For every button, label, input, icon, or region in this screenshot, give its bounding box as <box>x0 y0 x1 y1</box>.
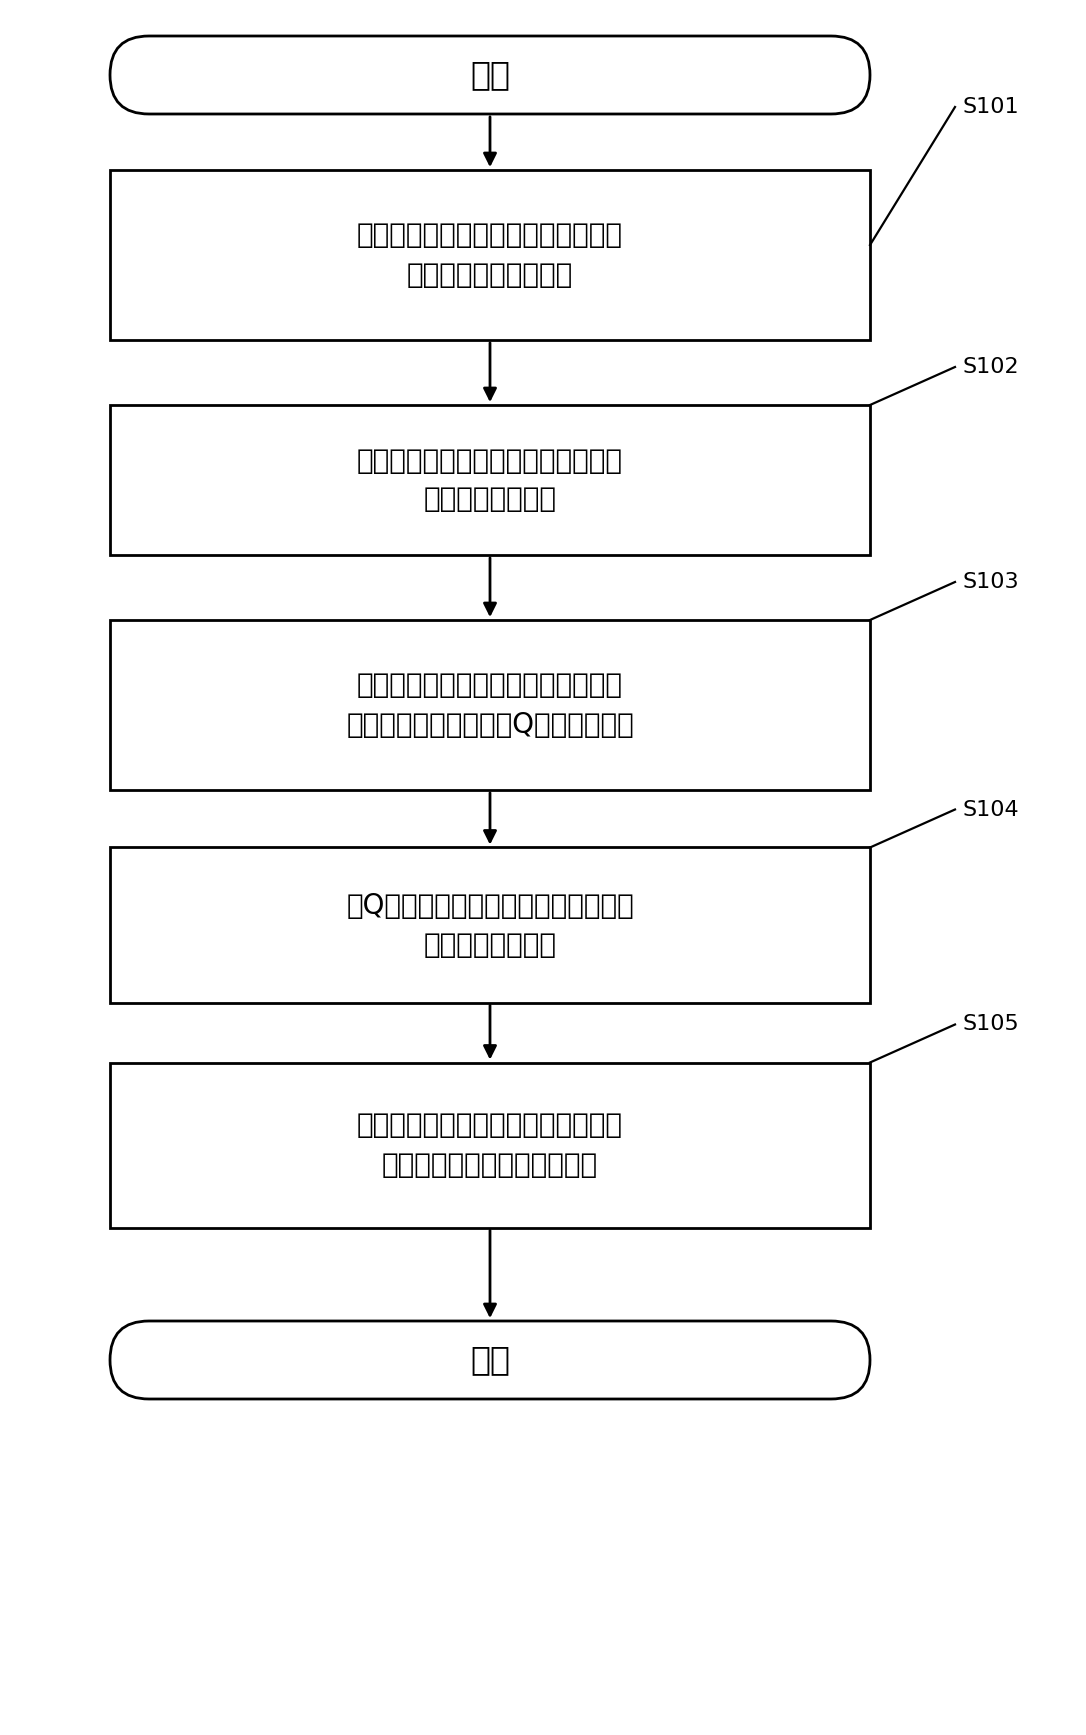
Text: S101: S101 <box>962 97 1019 116</box>
Bar <box>110 1062 870 1227</box>
Bar <box>110 170 870 340</box>
Text: S104: S104 <box>962 800 1019 819</box>
Text: 通过传感器对发电机的工作速度进行
测量，得到速度测量值: 通过传感器对发电机的工作速度进行 测量，得到速度测量值 <box>357 222 623 288</box>
Text: 根据控制信号对整流器进行控制，以
使发电机工作在最大功率状态: 根据控制信号对整流器进行控制，以 使发电机工作在最大功率状态 <box>357 1112 623 1178</box>
Text: 开始: 开始 <box>470 59 510 92</box>
Text: 将速度测量值进行卡尔曼滤波处理，
得到滤波后速度值: 将速度测量值进行卡尔曼滤波处理， 得到滤波后速度值 <box>357 446 623 514</box>
FancyBboxPatch shape <box>110 36 870 115</box>
Text: 根据最大功率捕获算法对滤波后速度
值进行计算处理，得到Q轴期望电流值: 根据最大功率捕获算法对滤波后速度 值进行计算处理，得到Q轴期望电流值 <box>346 671 634 739</box>
Bar <box>110 404 870 555</box>
Text: S102: S102 <box>962 357 1019 376</box>
FancyBboxPatch shape <box>110 1320 870 1398</box>
Text: 结束: 结束 <box>470 1343 510 1376</box>
Bar <box>110 847 870 1003</box>
Bar <box>110 619 870 789</box>
Text: 将Q轴期望电流值进行控制信号获取处
理，得到控制信号: 将Q轴期望电流值进行控制信号获取处 理，得到控制信号 <box>346 892 634 958</box>
Text: S105: S105 <box>962 1015 1019 1034</box>
Text: S103: S103 <box>962 573 1019 592</box>
